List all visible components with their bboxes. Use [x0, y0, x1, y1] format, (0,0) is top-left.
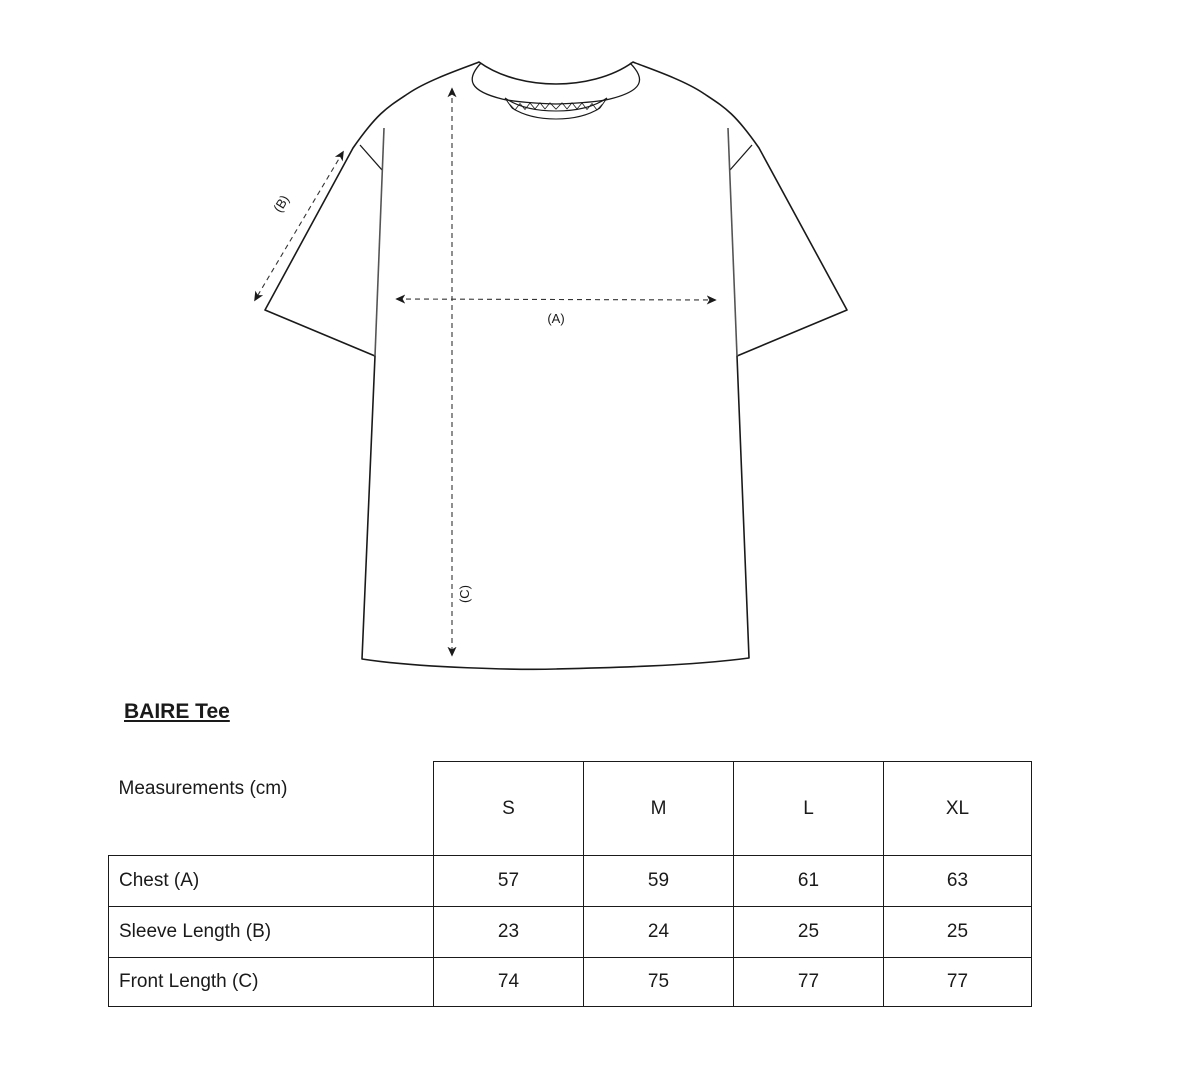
svg-text:(B): (B) — [270, 192, 292, 215]
svg-text:(C): (C) — [457, 585, 472, 603]
svg-text:(A): (A) — [547, 311, 564, 326]
